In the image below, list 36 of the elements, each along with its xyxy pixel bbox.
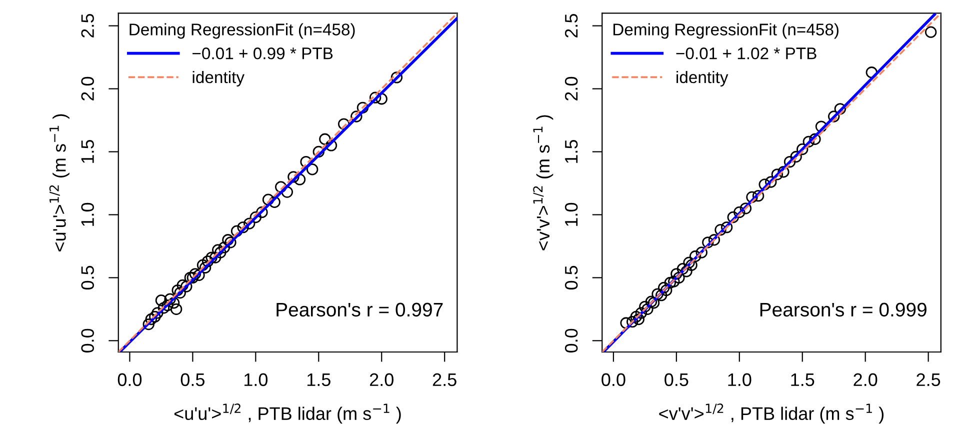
x-axis-title: <u'u'>$^{1/2}$ , PTB lidar (m s$^{−1}$ ) xyxy=(174,404,401,424)
x-tick-label: 1.0 xyxy=(244,373,268,386)
x-tick-label: 0.5 xyxy=(664,373,688,386)
y-tick-label: 2.5 xyxy=(564,14,578,38)
x-tick-label: 2.0 xyxy=(854,373,878,386)
y-tick-label: 1.5 xyxy=(81,140,94,163)
y-tick-label: 1.0 xyxy=(564,202,578,226)
x-axis-title: <v'v'>$^{1/2}$ , PTB lidar (m s$^{−1}$ ) xyxy=(659,404,884,424)
y-axis-title: <u'u'>$^{1/2}$ (m s$^{−1}$ ) xyxy=(49,114,70,252)
legend-label: identity xyxy=(192,70,244,86)
x-tick-label: 2.5 xyxy=(432,373,456,386)
x-tick-label: 1.0 xyxy=(728,373,752,386)
y-tick-label: 1.0 xyxy=(81,202,94,226)
y-tick-label: 2.0 xyxy=(81,76,94,100)
y-tick-label: 0.5 xyxy=(564,266,578,290)
x-tick-label: 1.5 xyxy=(791,373,814,386)
y-tick-label: 1.5 xyxy=(565,140,578,163)
legend-label: −0.01 + 1.02 * PTB xyxy=(676,48,816,60)
legend-title: Deming RegressionFit (n=458) xyxy=(613,23,838,39)
y-tick-label: 2.0 xyxy=(564,76,578,100)
legend-title: Deming RegressionFit (n=458) xyxy=(130,23,355,39)
x-tick-label: 1.5 xyxy=(307,373,330,386)
x-tick-label: 0.5 xyxy=(180,373,204,386)
annotation: Pearson's r = 0.999 xyxy=(760,302,926,317)
y-tick-label: 0.0 xyxy=(81,328,94,353)
x-tick-label: 2.5 xyxy=(916,373,940,386)
x-tick-label: 2.0 xyxy=(370,373,394,386)
x-tick-label: 0.0 xyxy=(118,373,142,386)
annotation: Pearson's r = 0.997 xyxy=(276,302,443,317)
x-tick-label: 0.0 xyxy=(602,373,626,386)
legend-label: −0.01 + 0.99 * PTB xyxy=(192,48,333,60)
legend-label: identity xyxy=(676,70,728,86)
y-tick-label: 2.5 xyxy=(81,14,94,38)
y-tick-label: 0.5 xyxy=(81,266,94,290)
y-axis-title: <v'v'>$^{1/2}$ (m s$^{−1}$ ) xyxy=(533,115,554,250)
y-tick-label: 0.0 xyxy=(564,328,578,353)
